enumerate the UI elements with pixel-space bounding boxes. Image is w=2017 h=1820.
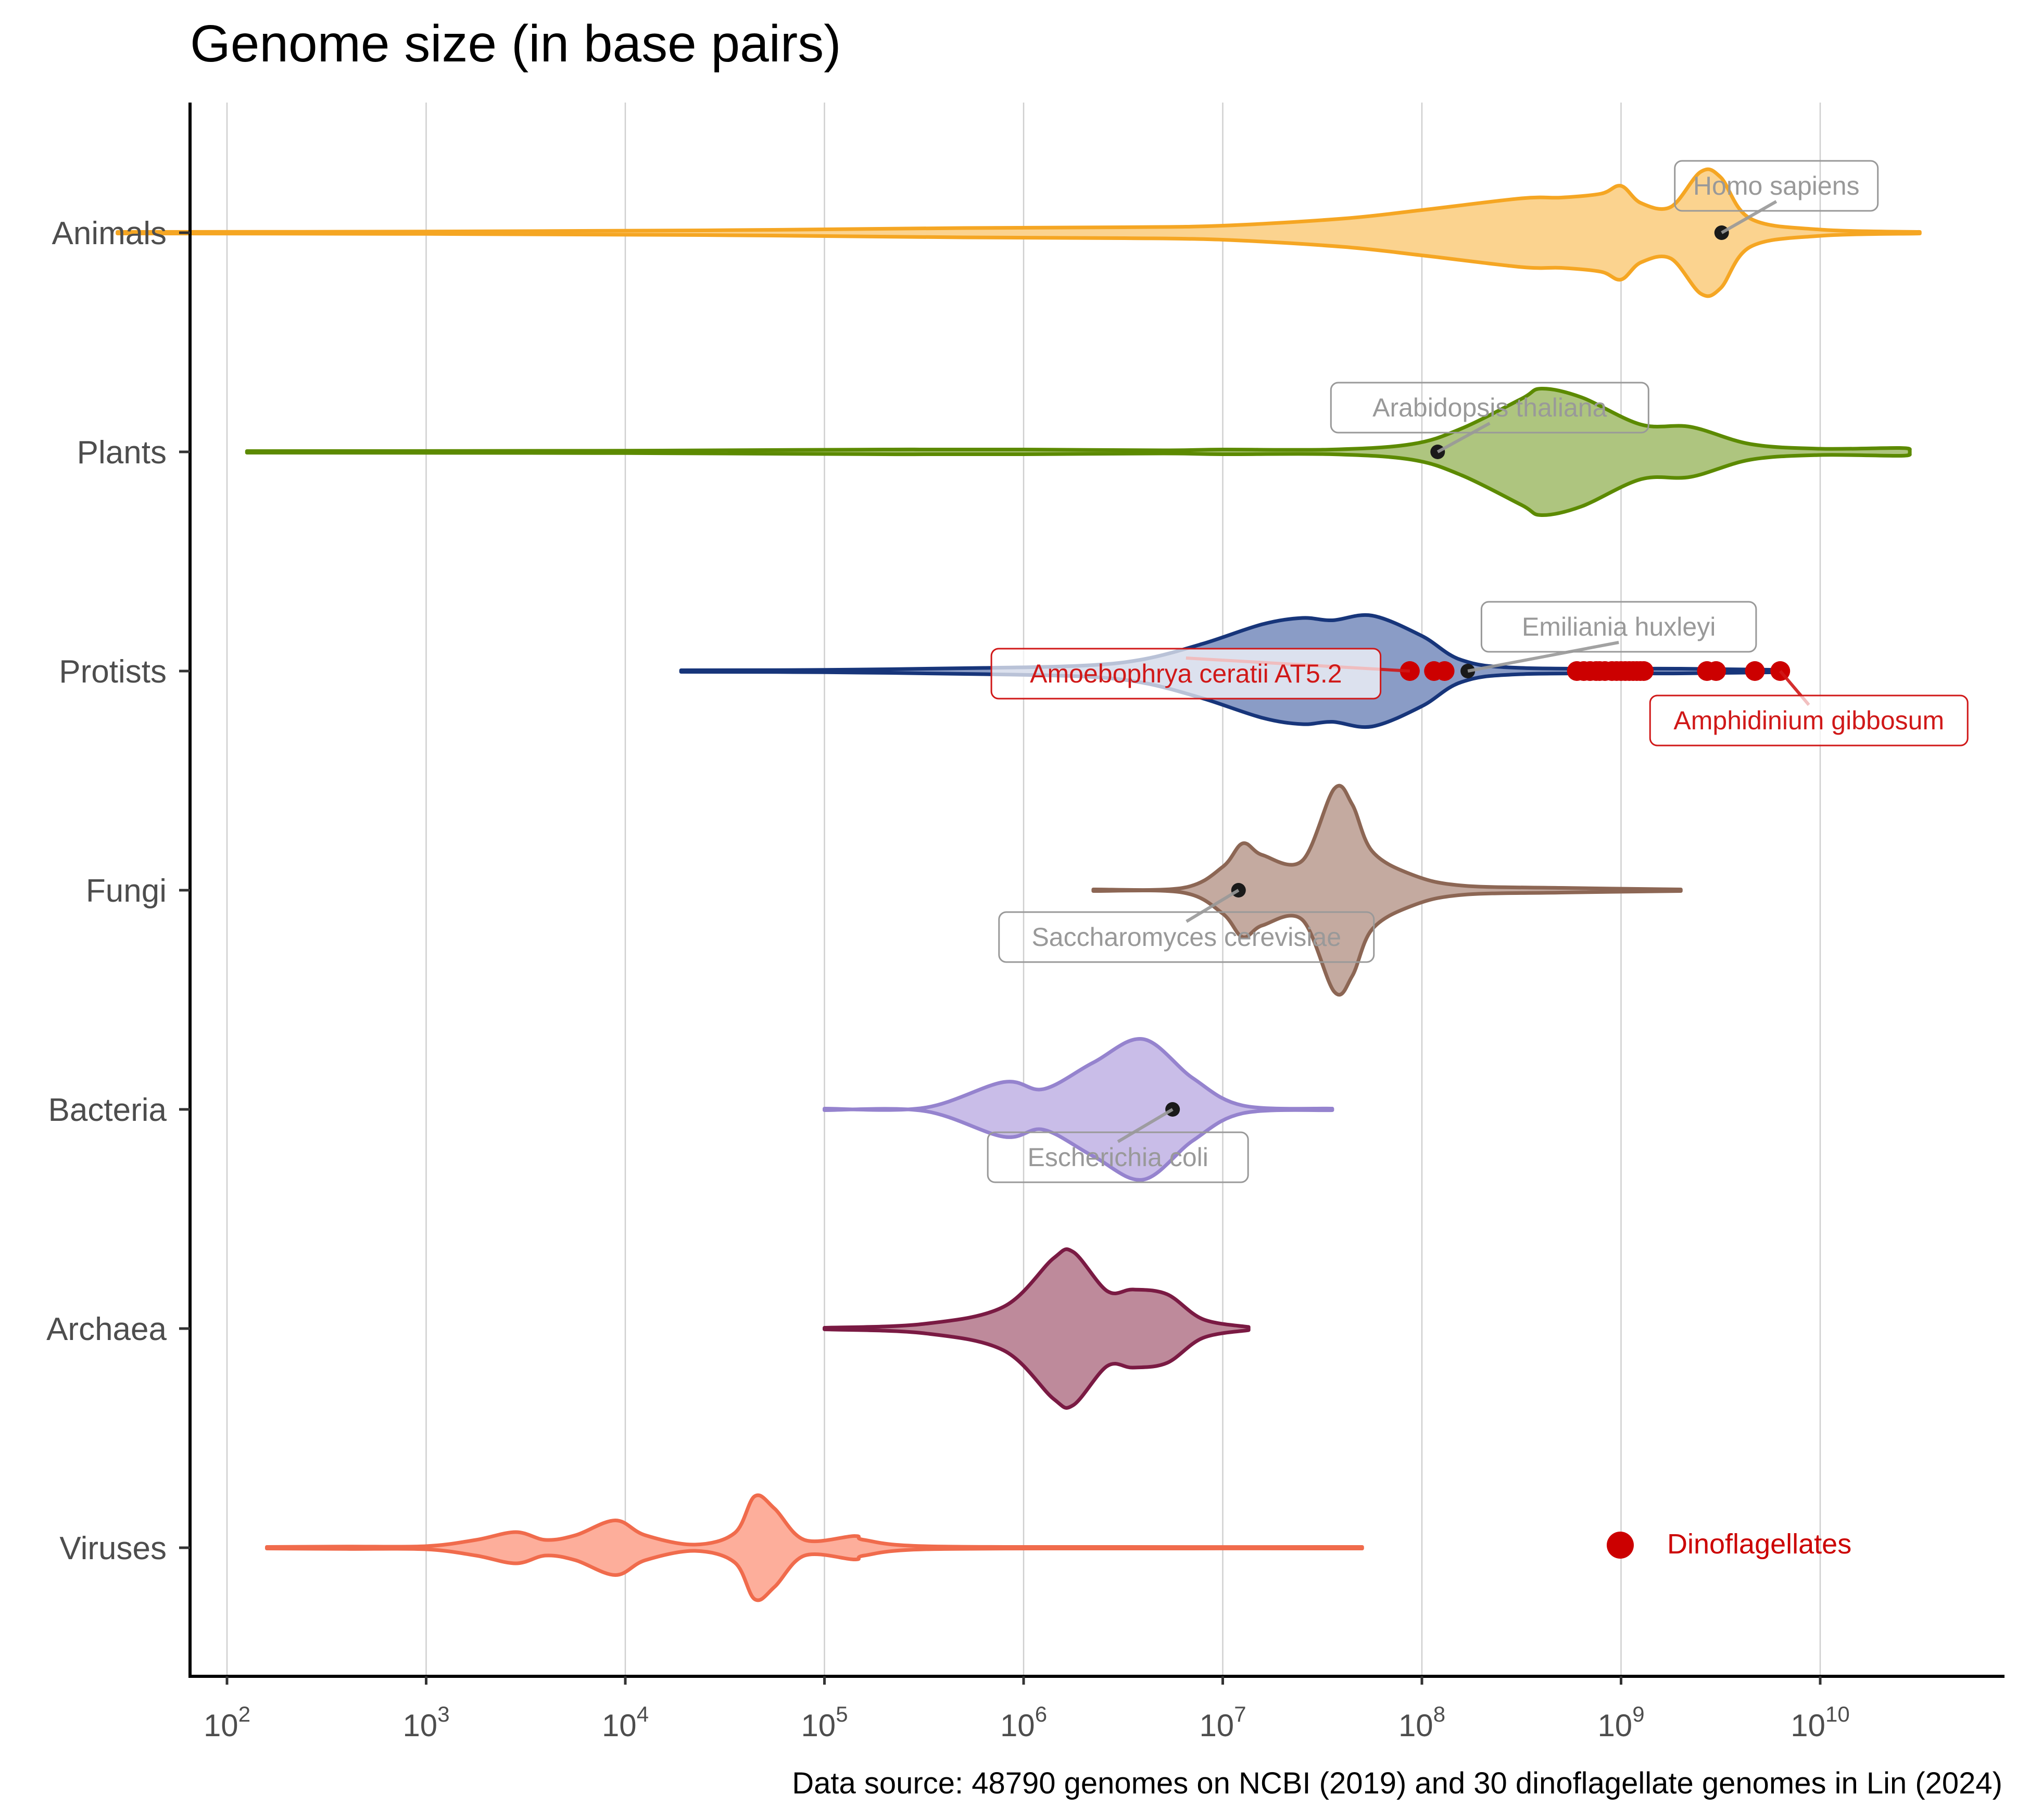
label-amoebophrya-ceratii-at5-2-text: Amoebophrya ceratii AT5.2 — [1030, 659, 1342, 688]
legend: Dinoflagellates — [1607, 1528, 1851, 1560]
violin-archaea — [823, 1247, 1251, 1410]
x-tick-label-4: 104 — [602, 1702, 649, 1743]
label-emiliania-huxleyi-box — [1480, 601, 1757, 653]
label-arabidopsis-thaliana-box — [1330, 382, 1649, 434]
legend-dinoflagellates-label: Dinoflagellates — [1667, 1528, 1851, 1560]
x-tick-label-3: 103 — [402, 1702, 449, 1743]
label-emiliania-huxleyi-text: Emiliania huxleyi — [1522, 612, 1716, 641]
label-emiliania-huxleyi-leader — [1467, 641, 1619, 673]
label-arabidopsis-thaliana-text: Arabidopsis thaliana — [1372, 393, 1607, 422]
label-saccharomyces-cerevisiae-leader — [1186, 889, 1240, 923]
x-tick-label-2: 102 — [204, 1702, 250, 1743]
legend-dinoflagellates-marker — [1607, 1532, 1634, 1559]
x-tick-label-10: 1010 — [1791, 1702, 1849, 1743]
dinoflagellate-point-21 — [1745, 661, 1765, 681]
chart-title: Genome size (in base pairs) — [190, 15, 841, 73]
label-escherichia-coli-leader — [1117, 1108, 1174, 1143]
y-tick-label-animals: Animals — [52, 216, 167, 251]
label-homo-sapiens-text: Homo sapiens — [1693, 171, 1860, 200]
violin-bacteria — [823, 1037, 1334, 1182]
label-homo-sapiens-leader — [1721, 200, 1778, 234]
dinoflagellate-point-18 — [1634, 661, 1654, 681]
violin-viruses — [265, 1493, 1364, 1602]
violin-fungi — [1091, 783, 1683, 997]
label-amphidinium-gibbosum-box — [1649, 694, 1969, 747]
y-tick-label-plants: Plants — [77, 435, 167, 471]
x-axis-ticks: 102 103 104 105 106 107 108 109 1010 — [204, 1676, 1850, 1743]
x-tick-label-9: 109 — [1597, 1702, 1644, 1743]
label-saccharomyces-cerevisiae-text: Saccharomyces cerevisiae — [1031, 922, 1341, 952]
chart-caption: Data source: 48790 genomes on NCBI (2019… — [792, 1766, 2002, 1800]
y-tick-label-archaea: Archaea — [46, 1311, 167, 1347]
point-labels: Homo sapiens Arabidopsis thaliana Emiliani… — [987, 160, 1969, 1183]
x-tick-label-7: 107 — [1199, 1702, 1246, 1743]
dinoflagellate-point-20 — [1706, 661, 1726, 681]
x-tick-label-5: 105 — [801, 1702, 848, 1743]
dinoflagellate-point-3 — [1434, 661, 1455, 681]
x-tick-label-6: 106 — [1000, 1702, 1047, 1743]
label-escherichia-coli-text: Escherichia coli — [1027, 1143, 1208, 1172]
label-escherichia-coli-box — [987, 1131, 1249, 1183]
label-amphidinium-gibbosum-text: Amphidinium gibbosum — [1673, 706, 1944, 735]
label-homo-sapiens-box — [1674, 160, 1879, 212]
violin-animals — [116, 167, 1922, 298]
label-saccharomyces-cerevisiae-box — [998, 911, 1375, 963]
y-axis-ticks: Animals Plants Protists Fungi Bacteria Archae… — [46, 216, 190, 1566]
y-tick-label-bacteria: Bacteria — [48, 1092, 167, 1128]
y-tick-label-protists: Protists — [59, 654, 167, 690]
violin-plants — [245, 386, 1912, 517]
label-amoebophrya-ceratii-at5-2-box — [990, 648, 1382, 700]
y-tick-label-viruses: Viruses — [59, 1531, 167, 1566]
label-arabidopsis-thaliana-leader — [1436, 422, 1491, 453]
y-tick-label-fungi: Fungi — [86, 873, 167, 909]
x-tick-label-8: 108 — [1398, 1702, 1445, 1743]
